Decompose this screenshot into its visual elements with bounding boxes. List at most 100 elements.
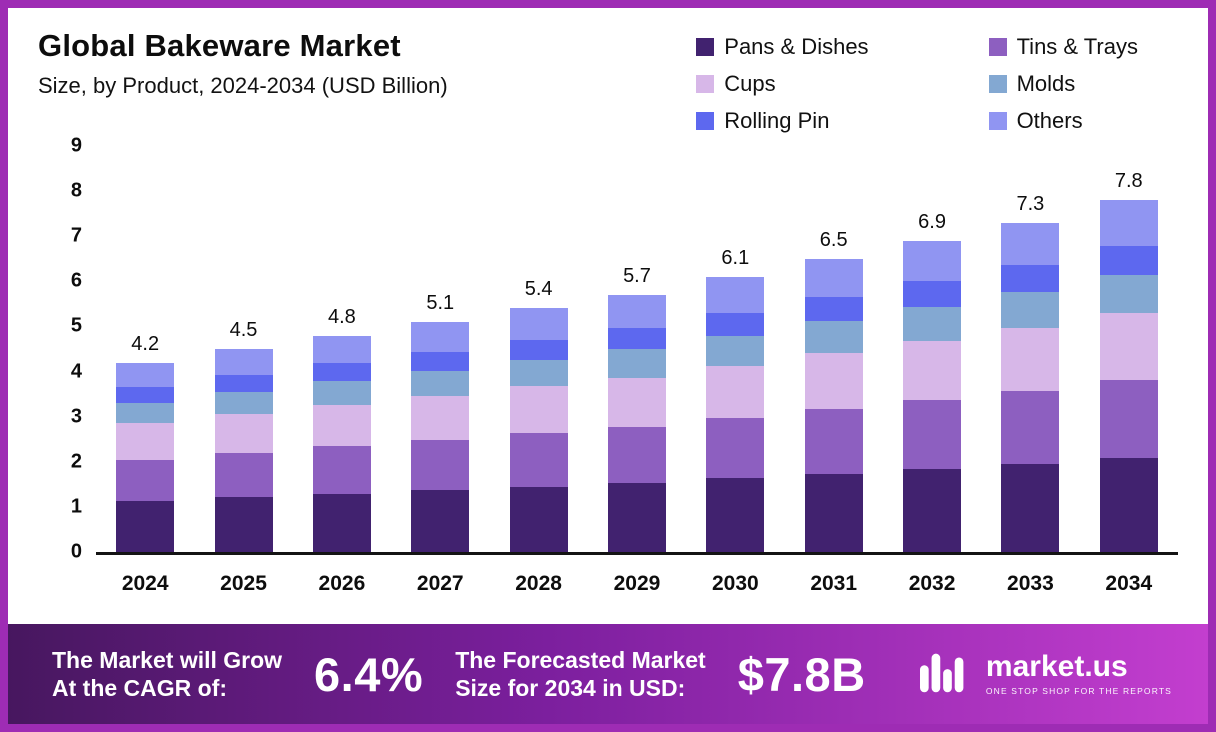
y-axis-tick: 9 xyxy=(70,134,82,157)
forecast-label: The Forecasted Market Size for 2034 in U… xyxy=(455,646,706,702)
bar-segment xyxy=(1099,380,1158,458)
legend-swatch xyxy=(696,112,715,130)
y-axis-tick: 8 xyxy=(70,179,82,202)
forecast-label-line2: Size for 2034 in USD: xyxy=(455,675,686,701)
bar-segment xyxy=(312,363,371,382)
bar-total-label: 7.3 xyxy=(1016,192,1045,215)
bar-segment xyxy=(1099,200,1158,246)
bar-segment xyxy=(903,306,962,341)
x-axis: 2024 2025 2026 2027 2028 2029 2030 2031 2032 2033… xyxy=(96,555,1178,596)
bar-segment xyxy=(903,468,962,552)
stacked-bar xyxy=(214,349,273,552)
bar-segment xyxy=(804,258,863,297)
y-axis-tick: 2 xyxy=(70,450,82,473)
bar-column: 4.2 xyxy=(96,333,194,552)
y-axis-tick: 1 xyxy=(70,495,82,518)
bar-segment xyxy=(509,359,568,387)
bar-segment xyxy=(903,399,962,469)
bar-total-label: 4.5 xyxy=(229,319,258,342)
bar-segment xyxy=(411,351,470,371)
x-axis-label: 2033 xyxy=(1007,572,1054,595)
bar-segment xyxy=(706,276,765,313)
x-axis-label: 2025 xyxy=(220,572,267,595)
x-axis-label: 2034 xyxy=(1105,572,1153,595)
bar-segment xyxy=(509,308,568,341)
bar-segment xyxy=(903,340,962,400)
stacked-bar xyxy=(411,321,470,552)
cagr-label-line2: At the CAGR of: xyxy=(52,675,228,701)
footer-banner: The Market will Grow At the CAGR of: 6.4… xyxy=(8,624,1208,724)
bar-segment xyxy=(509,432,568,487)
bar-total-label: 5.1 xyxy=(426,291,455,314)
bar-segment xyxy=(214,375,273,392)
bar-segment xyxy=(804,320,863,354)
forecast-label-line1: The Forecasted Market xyxy=(455,646,706,673)
legend: Pans & Dishes Tins & Trays Cups Molds Rollin… xyxy=(696,28,1138,134)
bar-total-label: 5.4 xyxy=(524,278,553,301)
legend-item-pans-dishes: Pans & Dishes xyxy=(696,34,869,60)
legend-swatch xyxy=(988,112,1007,130)
legend-item-rolling-pin: Rolling Pin xyxy=(696,108,868,134)
legend-label: Others xyxy=(1016,108,1083,133)
page-title: Global Bakeware Market xyxy=(38,28,401,63)
brand-waveform-icon xyxy=(919,649,974,700)
stacked-bar xyxy=(607,294,666,552)
bar-segment xyxy=(607,328,666,350)
bar-segment xyxy=(1099,245,1158,275)
stacked-bar xyxy=(1099,200,1158,552)
y-axis-tick: 5 xyxy=(70,314,82,337)
legend-item-others: Others xyxy=(988,108,1138,134)
stacked-bar xyxy=(116,362,175,552)
bar-segment xyxy=(607,377,666,427)
bar-column: 6.9 xyxy=(883,211,981,552)
legend-swatch xyxy=(988,38,1007,56)
bar-segment xyxy=(706,418,765,479)
bar-segment xyxy=(116,362,175,388)
bar-segment xyxy=(607,426,666,483)
bar-column: 6.1 xyxy=(686,247,784,552)
y-axis-tick: 3 xyxy=(70,405,82,428)
brand-logo: market.us ONE STOP SHOP FOR THE REPORTS xyxy=(919,649,1172,700)
x-axis-label: 2032 xyxy=(908,572,956,595)
forecast-value: $7.8B xyxy=(737,647,866,701)
bar-segment xyxy=(706,312,765,336)
bar-segment xyxy=(903,280,962,307)
cagr-value: 6.4% xyxy=(314,647,424,701)
bar-segment xyxy=(116,459,175,502)
legend-item-molds: Molds xyxy=(988,71,1138,97)
bar-segment xyxy=(1099,457,1158,552)
legend-label: Tins & Trays xyxy=(1016,34,1138,59)
legend-swatch xyxy=(696,75,715,93)
bar-segment xyxy=(411,439,470,491)
x-axis-label: 2028 xyxy=(515,572,562,595)
bar-segment xyxy=(804,409,863,474)
bar-column: 5.1 xyxy=(391,292,489,552)
bar-segment xyxy=(804,353,863,410)
bar-segment xyxy=(411,490,470,552)
bar-segment xyxy=(1001,222,1060,266)
plot-area: 0 1 2 3 4 5 6 7 8 9 4.2 4.5 4.8 5.1 5.4 5.7 6.1 6.5 6.9 7.3… xyxy=(71,135,1178,563)
x-axis-label: 2027 xyxy=(416,572,464,595)
bar-segment xyxy=(214,391,273,415)
bar-column: 6.5 xyxy=(785,229,883,552)
bar-segment xyxy=(607,294,666,329)
stacked-bar xyxy=(903,240,962,552)
legend-label: Rolling Pin xyxy=(724,108,830,133)
bar-segment xyxy=(903,240,962,281)
bar-segment xyxy=(1001,265,1060,293)
cagr-label: The Market will Grow At the CAGR of: xyxy=(52,646,282,702)
page-subtitle: Size, by Product, 2024-2034 (USD Billion… xyxy=(38,73,448,98)
x-axis-label: 2024 xyxy=(121,572,169,595)
bar-column: 4.8 xyxy=(293,306,391,552)
bar-segment xyxy=(1001,328,1060,391)
bar-segment xyxy=(1001,292,1060,329)
bar-column: 4.5 xyxy=(194,319,292,552)
bar-segment xyxy=(1001,390,1060,464)
bar-segment xyxy=(312,446,371,494)
bar-column: 5.7 xyxy=(588,265,686,552)
bar-segment xyxy=(312,335,371,364)
bar-segment xyxy=(1001,463,1060,552)
bar-segment xyxy=(706,478,765,552)
bar-column: 5.4 xyxy=(489,278,587,552)
